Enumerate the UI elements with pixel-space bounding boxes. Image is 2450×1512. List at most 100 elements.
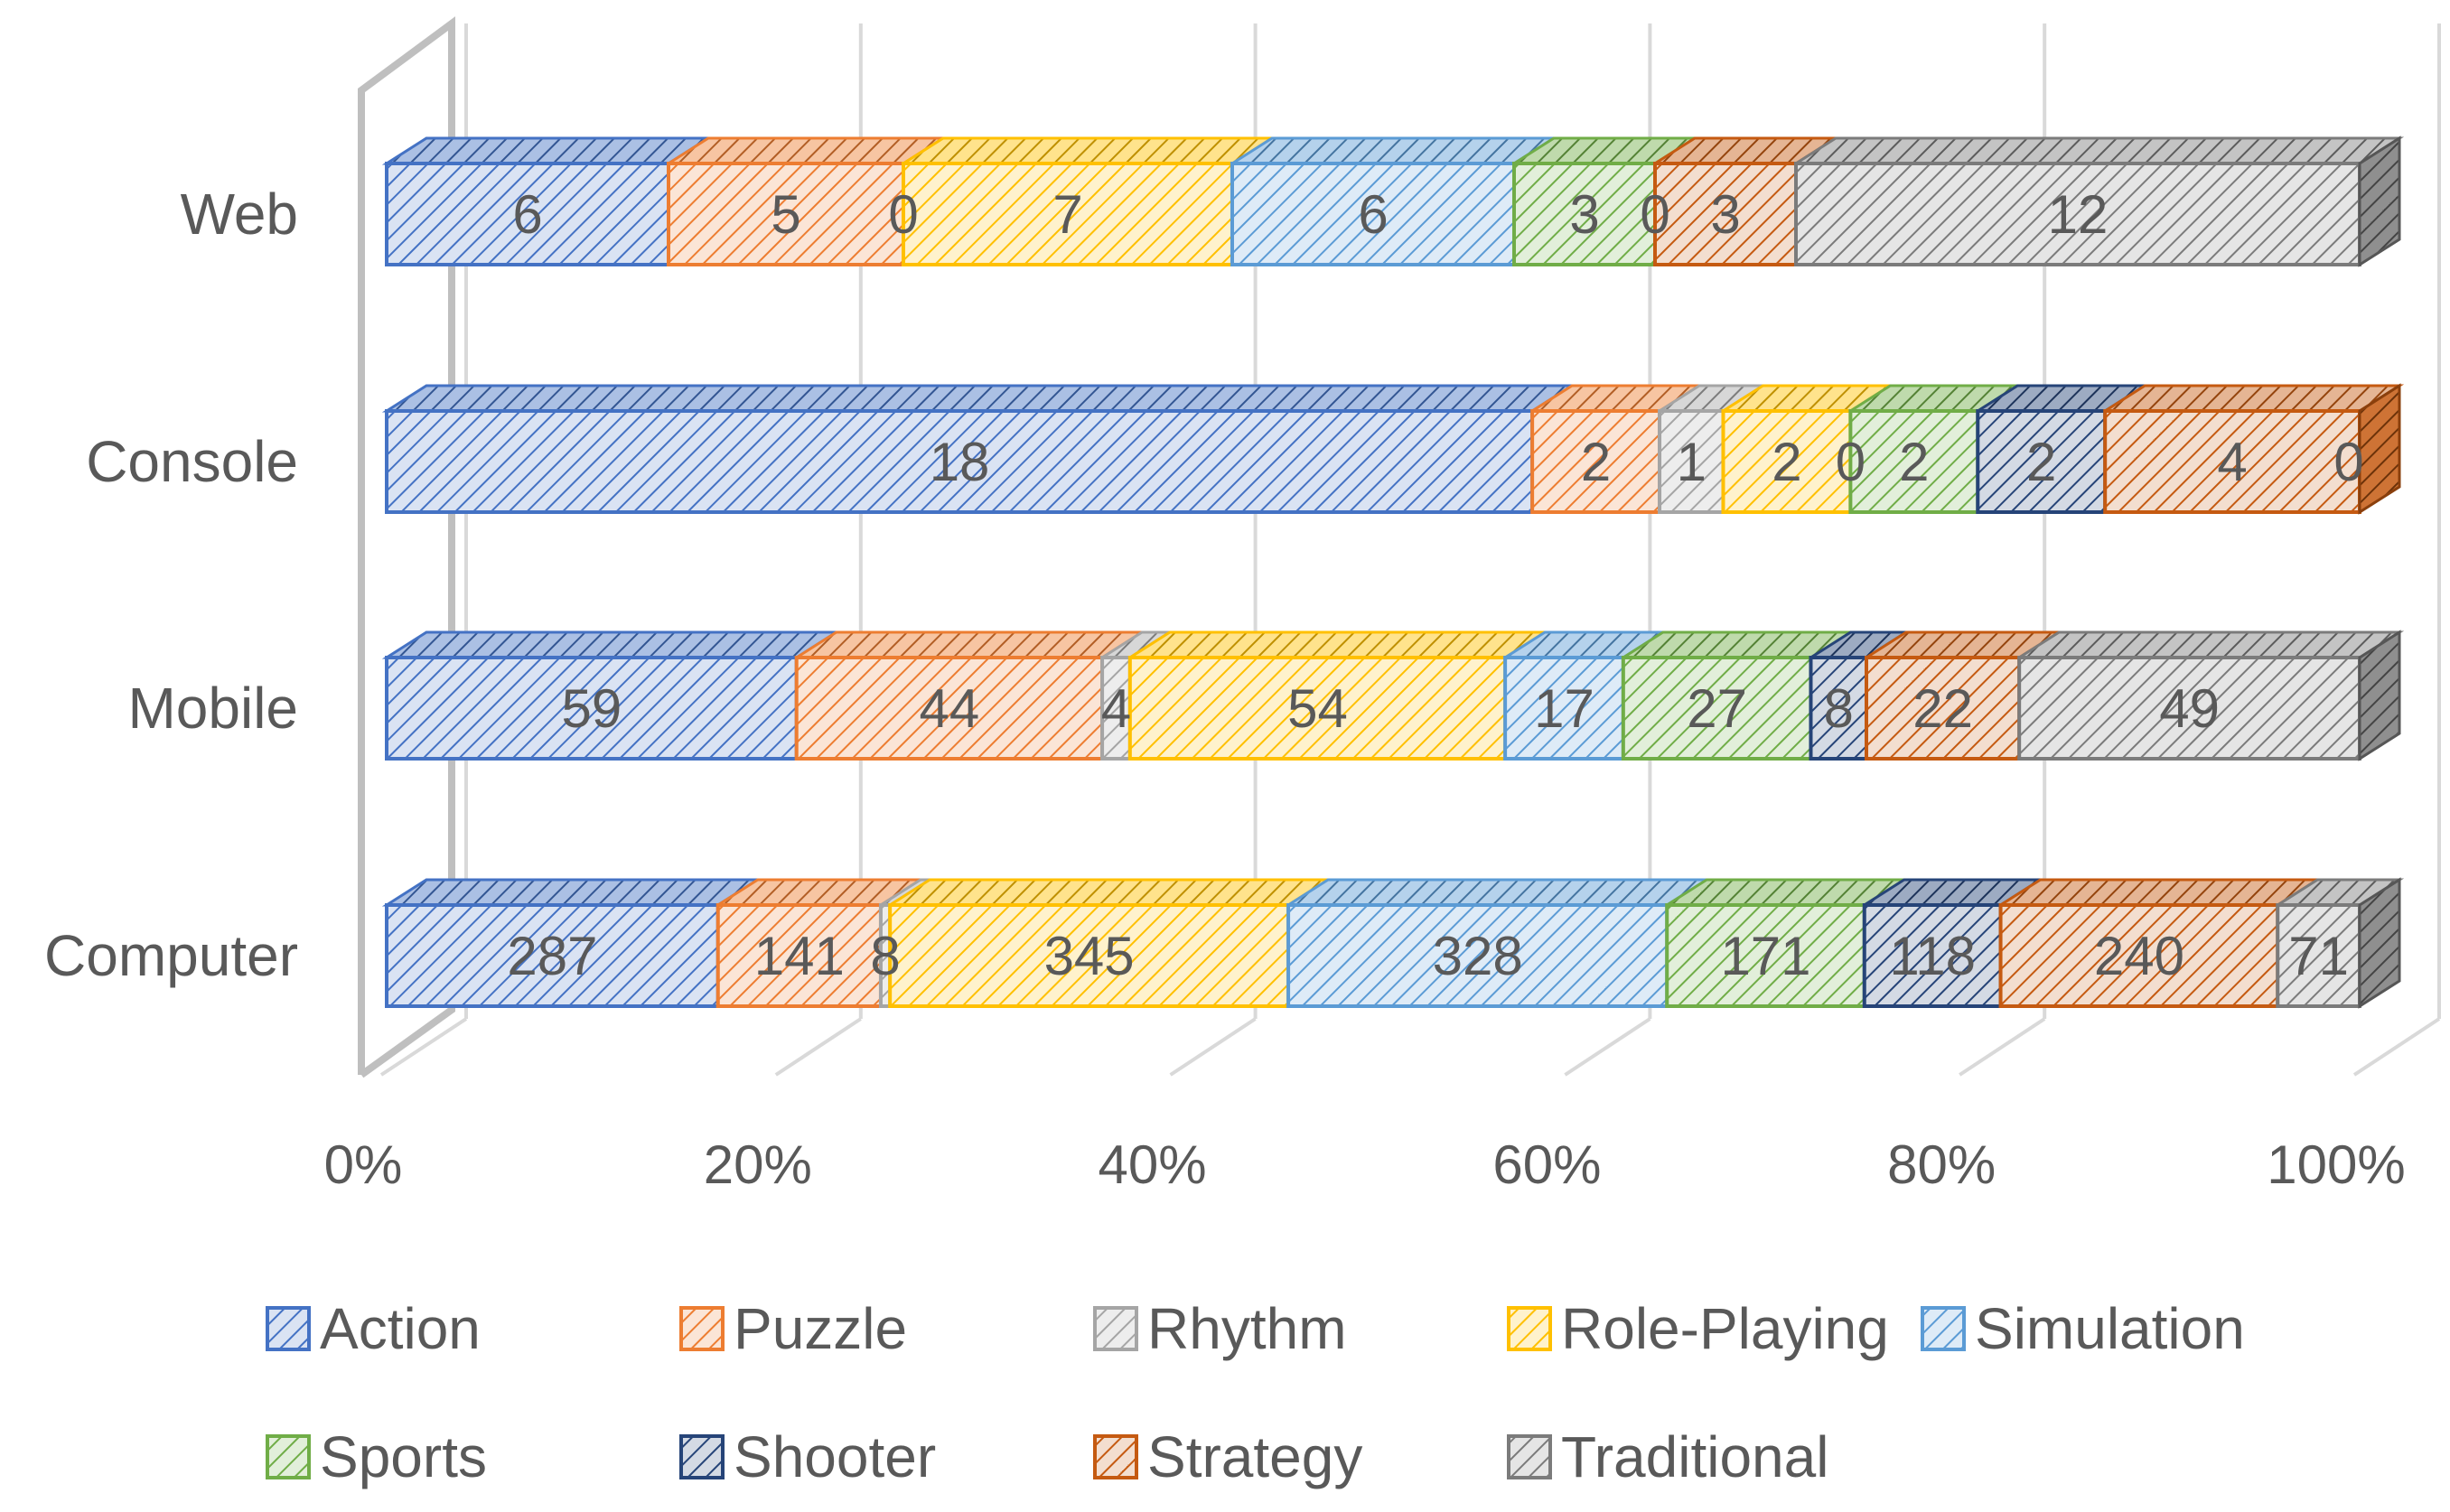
bar-simulation-computer (1286, 903, 1669, 1008)
data-label-action-computer: 287 (507, 926, 597, 986)
legend-item-role-playing: Role-Playing (1507, 1296, 1889, 1361)
bar-action-web (385, 162, 670, 266)
legend-label-rhythm: Rhythm (1147, 1296, 1347, 1361)
data-label-simulation-console: 0 (1836, 432, 1866, 492)
bar-top-simulation-web (1227, 136, 1559, 165)
bar-side-web (2358, 135, 2401, 267)
legend-item-sports: Sports (266, 1424, 487, 1489)
side-wall (358, 16, 455, 1078)
floor-gridline (2352, 1017, 2441, 1077)
bar-top-role-playing-web (898, 136, 1277, 165)
bar-sports-console (1848, 409, 1980, 514)
floor-gridline (774, 1017, 862, 1077)
data-label-puzzle-web: 5 (771, 184, 800, 245)
bar-top-action-console (381, 384, 1577, 413)
legend-label-simulation: Simulation (1975, 1296, 2245, 1361)
data-label-shooter-computer: 118 (1889, 926, 1976, 986)
data-label-action-mobile: 59 (561, 678, 622, 739)
data-label-role-playing-console: 2 (1772, 432, 1801, 492)
legend-label-role-playing: Role-Playing (1561, 1296, 1889, 1361)
data-label-role-playing-web: 7 (1052, 184, 1082, 245)
data-label-simulation-mobile: 17 (1534, 678, 1594, 739)
bar-top-simulation-computer (1283, 878, 1712, 907)
legend-swatch-shooter (679, 1434, 725, 1479)
legend-label-action: Action (320, 1296, 481, 1361)
legend-label-strategy: Strategy (1147, 1424, 1362, 1489)
legend-item-puzzle: Puzzle (679, 1296, 907, 1361)
bar-puzzle-computer (715, 903, 883, 1008)
bar-traditional-computer (2276, 903, 2362, 1008)
data-label-strategy-mobile: 22 (1912, 678, 1973, 739)
bar-puzzle-mobile (794, 656, 1105, 761)
bar-simulation-mobile (1503, 656, 1625, 761)
data-label-traditional-console: 0 (2333, 432, 2363, 492)
category-label-mobile: Mobile (127, 676, 298, 741)
data-label-sports-web: 3 (1569, 184, 1599, 245)
data-label-simulation-computer: 328 (1433, 926, 1523, 986)
bar-shooter-console (1976, 409, 2108, 514)
floor-gridline (1169, 1017, 1257, 1077)
data-label-rhythm-computer: 8 (870, 926, 900, 986)
legend-swatch-puzzle (679, 1306, 725, 1351)
legend-item-traditional: Traditional (1507, 1424, 1828, 1489)
data-label-rhythm-mobile: 4 (1101, 678, 1131, 739)
legend-item-strategy: Strategy (1093, 1424, 1362, 1489)
data-label-action-console: 18 (930, 432, 990, 492)
bar-puzzle-console (1530, 409, 1662, 514)
data-label-rhythm-console: 1 (1677, 432, 1707, 492)
bar-top-traditional-web (1791, 136, 2405, 165)
legend-item-rhythm: Rhythm (1093, 1296, 1347, 1361)
bar-top-traditional-mobile (2015, 630, 2405, 659)
bar-row-computer: 287 141 8 345 328 171 118 240 71 Computer (44, 877, 2405, 1009)
category-label-console: Console (86, 429, 298, 494)
data-label-action-web: 6 (512, 184, 542, 245)
data-label-strategy-console: 4 (2217, 432, 2247, 492)
legend-swatch-action (266, 1306, 311, 1351)
bar-rhythm-console (1658, 409, 1725, 514)
bar-rhythm-mobile (1100, 656, 1132, 761)
bar-side-computer (2358, 877, 2401, 1009)
data-label-traditional-computer: 71 (2288, 926, 2349, 986)
x-tick-label: 20% (704, 1134, 812, 1195)
bar-action-console (385, 409, 1535, 514)
bar-top-strategy-computer (1996, 878, 2323, 907)
data-label-simulation-web: 6 (1358, 184, 1388, 245)
legend-label-puzzle: Puzzle (734, 1296, 907, 1361)
data-label-puzzle-computer: 141 (754, 926, 845, 986)
bar-traditional-web (1794, 162, 2361, 266)
bar-strategy-console (2103, 409, 2362, 514)
bar-top-action-web (381, 136, 714, 165)
bar-top-puzzle-web (663, 136, 949, 165)
legend: Action Puzzle Rhythm Role-Playing Simulation… (266, 1296, 2245, 1489)
data-label-shooter-web: 0 (1640, 184, 1669, 245)
data-label-sports-console: 2 (1899, 432, 1929, 492)
bar-role-playing-mobile (1127, 656, 1508, 761)
bar-sports-computer (1665, 903, 1866, 1008)
legend-swatch-simulation (1921, 1306, 1966, 1351)
x-tick-label: 80% (1887, 1134, 1996, 1195)
bar-top-puzzle-mobile (791, 630, 1147, 659)
floor-gridline (379, 1017, 468, 1077)
x-tick-label: 40% (1099, 1134, 1207, 1195)
x-tick-label: 0% (324, 1134, 403, 1195)
category-label-web: Web (181, 182, 298, 247)
bar-traditional-mobile (2017, 656, 2361, 761)
legend-item-simulation: Simulation (1921, 1296, 2245, 1361)
bar-side-console (2358, 383, 2401, 515)
category-label-computer: Computer (44, 923, 298, 988)
data-label-puzzle-console: 2 (1581, 432, 1611, 492)
bar-puzzle-web (667, 162, 905, 266)
legend-swatch-traditional (1507, 1434, 1552, 1479)
bar-role-playing-computer (888, 903, 1291, 1008)
legend-swatch-strategy (1093, 1434, 1138, 1479)
legend-label-shooter: Shooter (734, 1424, 936, 1489)
data-label-sports-computer: 171 (1720, 926, 1810, 986)
bar-side-mobile (2358, 630, 2401, 761)
x-tick-label: 100% (2267, 1134, 2405, 1195)
data-label-shooter-mobile: 8 (1824, 678, 1854, 739)
legend-item-action: Action (266, 1296, 481, 1361)
data-label-role-playing-computer: 345 (1044, 926, 1135, 986)
